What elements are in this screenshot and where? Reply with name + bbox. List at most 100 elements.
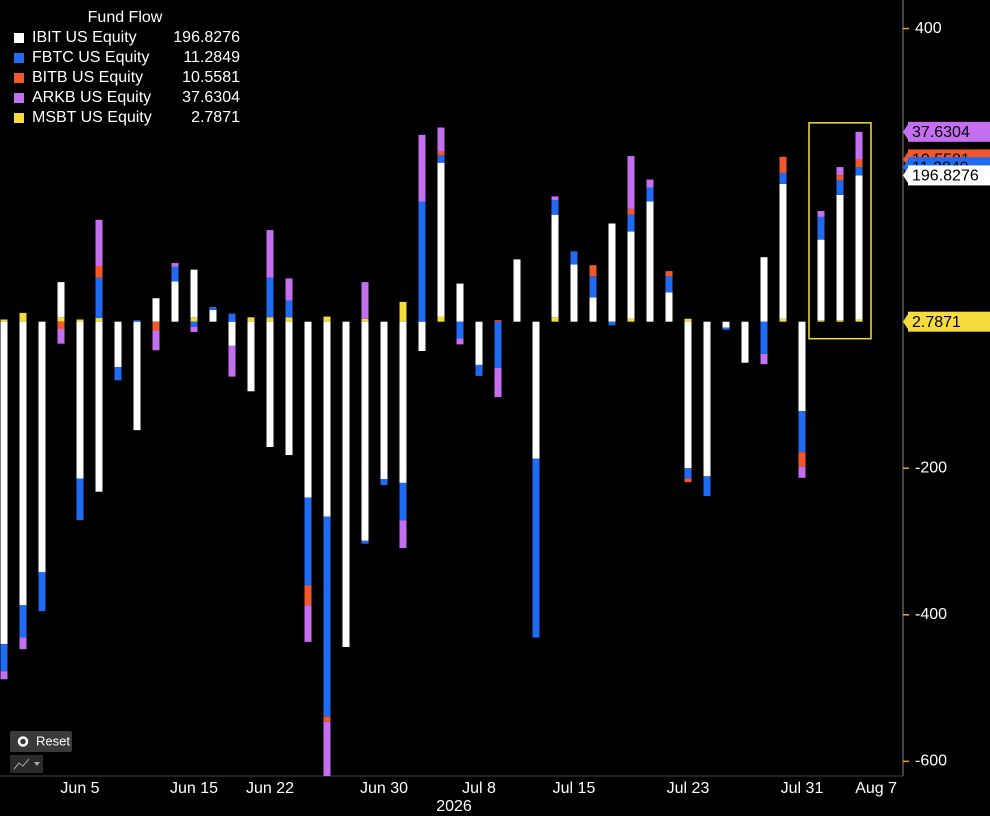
bar-segment	[589, 265, 597, 277]
bar-segment	[855, 319, 863, 322]
bar-segment	[437, 162, 445, 317]
bar-segment	[684, 478, 692, 483]
bar-segment	[228, 313, 236, 322]
bar-segment	[779, 172, 787, 184]
bar-segment	[855, 167, 863, 176]
bar-segment	[665, 292, 673, 322]
x-tick-label: Aug 7	[855, 780, 897, 797]
bar-segment	[0, 644, 8, 672]
bar-segment	[513, 259, 521, 322]
bar-segment	[437, 151, 445, 156]
bar-segment	[285, 321, 293, 456]
bar-segment	[722, 321, 730, 328]
y-tick-label: 400	[915, 20, 942, 37]
reset-icon	[17, 736, 29, 747]
bar-segment	[19, 637, 27, 650]
bar-segment	[19, 605, 27, 638]
x-tick-label: Jul 23	[667, 780, 710, 797]
bar-segment	[57, 317, 65, 322]
bar-segment	[418, 134, 426, 202]
y-tick-label: -400	[915, 606, 947, 623]
bar-segment	[0, 671, 8, 680]
bar-segment	[399, 301, 407, 322]
highlight-box	[808, 122, 872, 340]
bar-segment	[551, 214, 559, 318]
reset-label[interactable]: Reset	[36, 733, 70, 748]
value-tag	[908, 121, 990, 142]
bar-segment	[627, 156, 635, 209]
bar-segment	[323, 716, 331, 722]
bar-segment	[779, 156, 787, 173]
bar-segment	[76, 478, 84, 521]
bar-segment	[703, 476, 711, 497]
x-tick-label: Jul 8	[462, 780, 496, 797]
bar-segment	[209, 309, 217, 322]
bar-segment	[684, 468, 692, 479]
chart-type-bg[interactable]	[10, 755, 43, 773]
bar-segment	[304, 497, 312, 586]
y-tick-label: -600	[915, 753, 947, 770]
value-tag-label: 2.7871	[912, 314, 961, 331]
chart-type-button[interactable]	[10, 755, 43, 773]
bar-segment	[456, 283, 464, 322]
bar-segment	[456, 321, 464, 339]
bar-segment	[627, 318, 635, 322]
value-tag-arrow	[903, 312, 909, 331]
bar-segment	[779, 183, 787, 319]
bar-segment	[627, 231, 635, 319]
bar-segment	[760, 321, 768, 354]
bar-segment	[76, 321, 84, 479]
legend: Fund Flow IBIT US Equity 196.8276 FBTC US …	[5, 5, 248, 133]
bar-segment	[114, 321, 122, 368]
dropdown-arrow	[34, 762, 40, 766]
bar-segment	[570, 251, 578, 265]
bar-segment	[19, 312, 27, 322]
bar-segment	[76, 319, 84, 322]
legend-label: BITB US Equity	[32, 69, 143, 86]
bar-segment	[456, 338, 464, 345]
bar-segment	[399, 482, 407, 521]
bar-segment	[0, 319, 8, 322]
legend-label: IBIT US Equity	[32, 29, 137, 46]
bar-segment	[228, 345, 236, 377]
bar-segment	[95, 321, 103, 492]
bar-segment	[760, 257, 768, 322]
bar-segment	[57, 321, 65, 330]
bar-segment	[95, 265, 103, 278]
bar-segment	[646, 187, 654, 202]
bar-segment	[171, 266, 179, 282]
bar-segment	[608, 321, 616, 326]
value-tag-arrow	[903, 122, 909, 141]
bar-segment	[418, 321, 426, 351]
bar-segment	[437, 155, 445, 163]
value-tag-label: 196.8276	[912, 168, 979, 185]
bar-segment	[266, 321, 274, 447]
bar-segment	[247, 321, 255, 392]
bar-segment	[855, 131, 863, 160]
bar-segment	[817, 239, 825, 321]
bar-segment	[722, 327, 730, 330]
value-tag	[908, 311, 990, 332]
bar-segment	[342, 321, 350, 648]
bar-segment	[665, 276, 673, 293]
bar-segment	[361, 318, 369, 322]
reset-button-bg[interactable]	[10, 731, 72, 752]
bar-segment	[19, 321, 27, 606]
bar-segment	[190, 269, 198, 318]
bar-segment	[646, 201, 654, 322]
bar-segment	[760, 353, 768, 365]
bar-segment	[380, 479, 388, 486]
bar-segment	[190, 326, 198, 332]
bar-segment	[532, 321, 540, 459]
bar-segment	[551, 196, 559, 201]
bar-segment	[285, 278, 293, 301]
legend-value: 196.8276	[173, 29, 240, 46]
x-tick-label: Jun 30	[360, 780, 408, 797]
bar-segment	[532, 458, 540, 638]
legend-label: MSBT US Equity	[32, 109, 152, 126]
legend-swatch	[14, 113, 24, 123]
reset-button[interactable]: Reset	[10, 731, 72, 752]
legend-value: 37.6304	[182, 89, 240, 106]
bar-segment	[703, 321, 711, 477]
